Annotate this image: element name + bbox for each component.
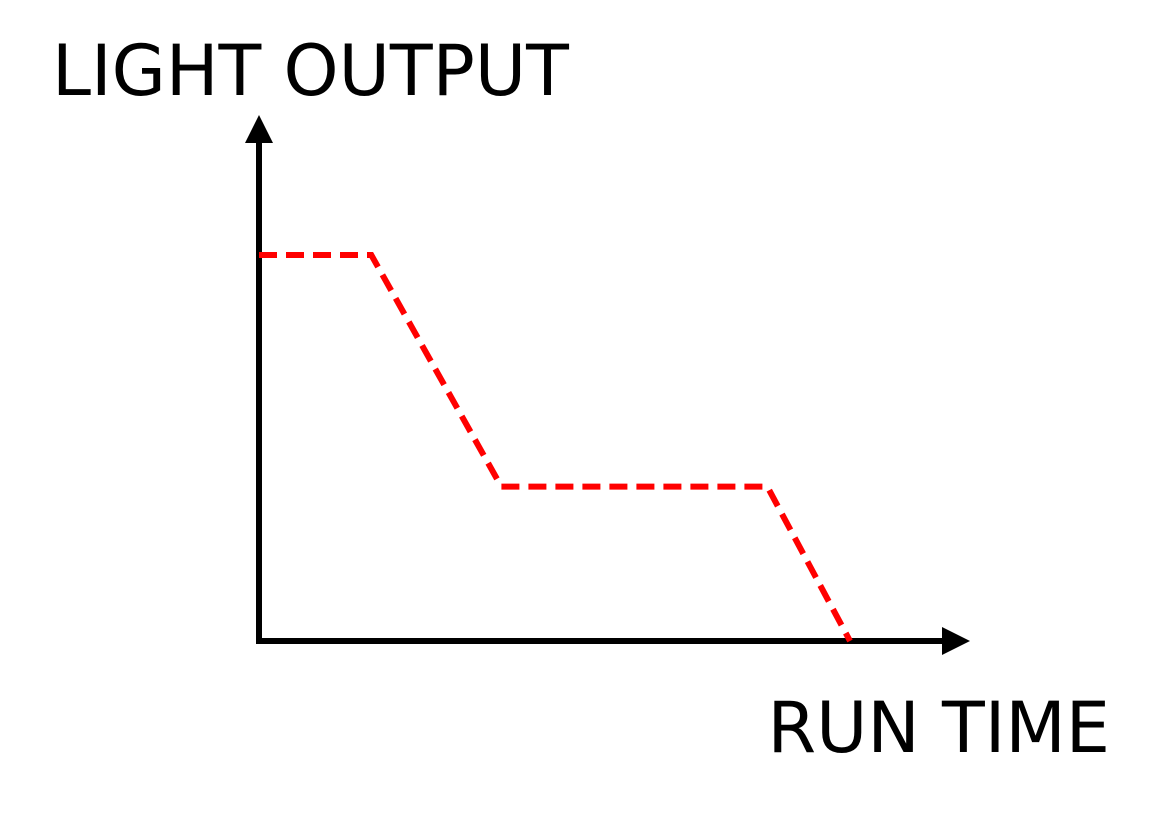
- y-axis-label: LIGHT OUTPUT: [52, 30, 569, 112]
- x-axis-label: RUN TIME: [767, 687, 1110, 769]
- y-axis-arrow-icon: [245, 115, 273, 143]
- x-axis-arrow-icon: [942, 627, 970, 655]
- series-layer: [259, 252, 853, 643]
- series-line-0: [259, 252, 853, 643]
